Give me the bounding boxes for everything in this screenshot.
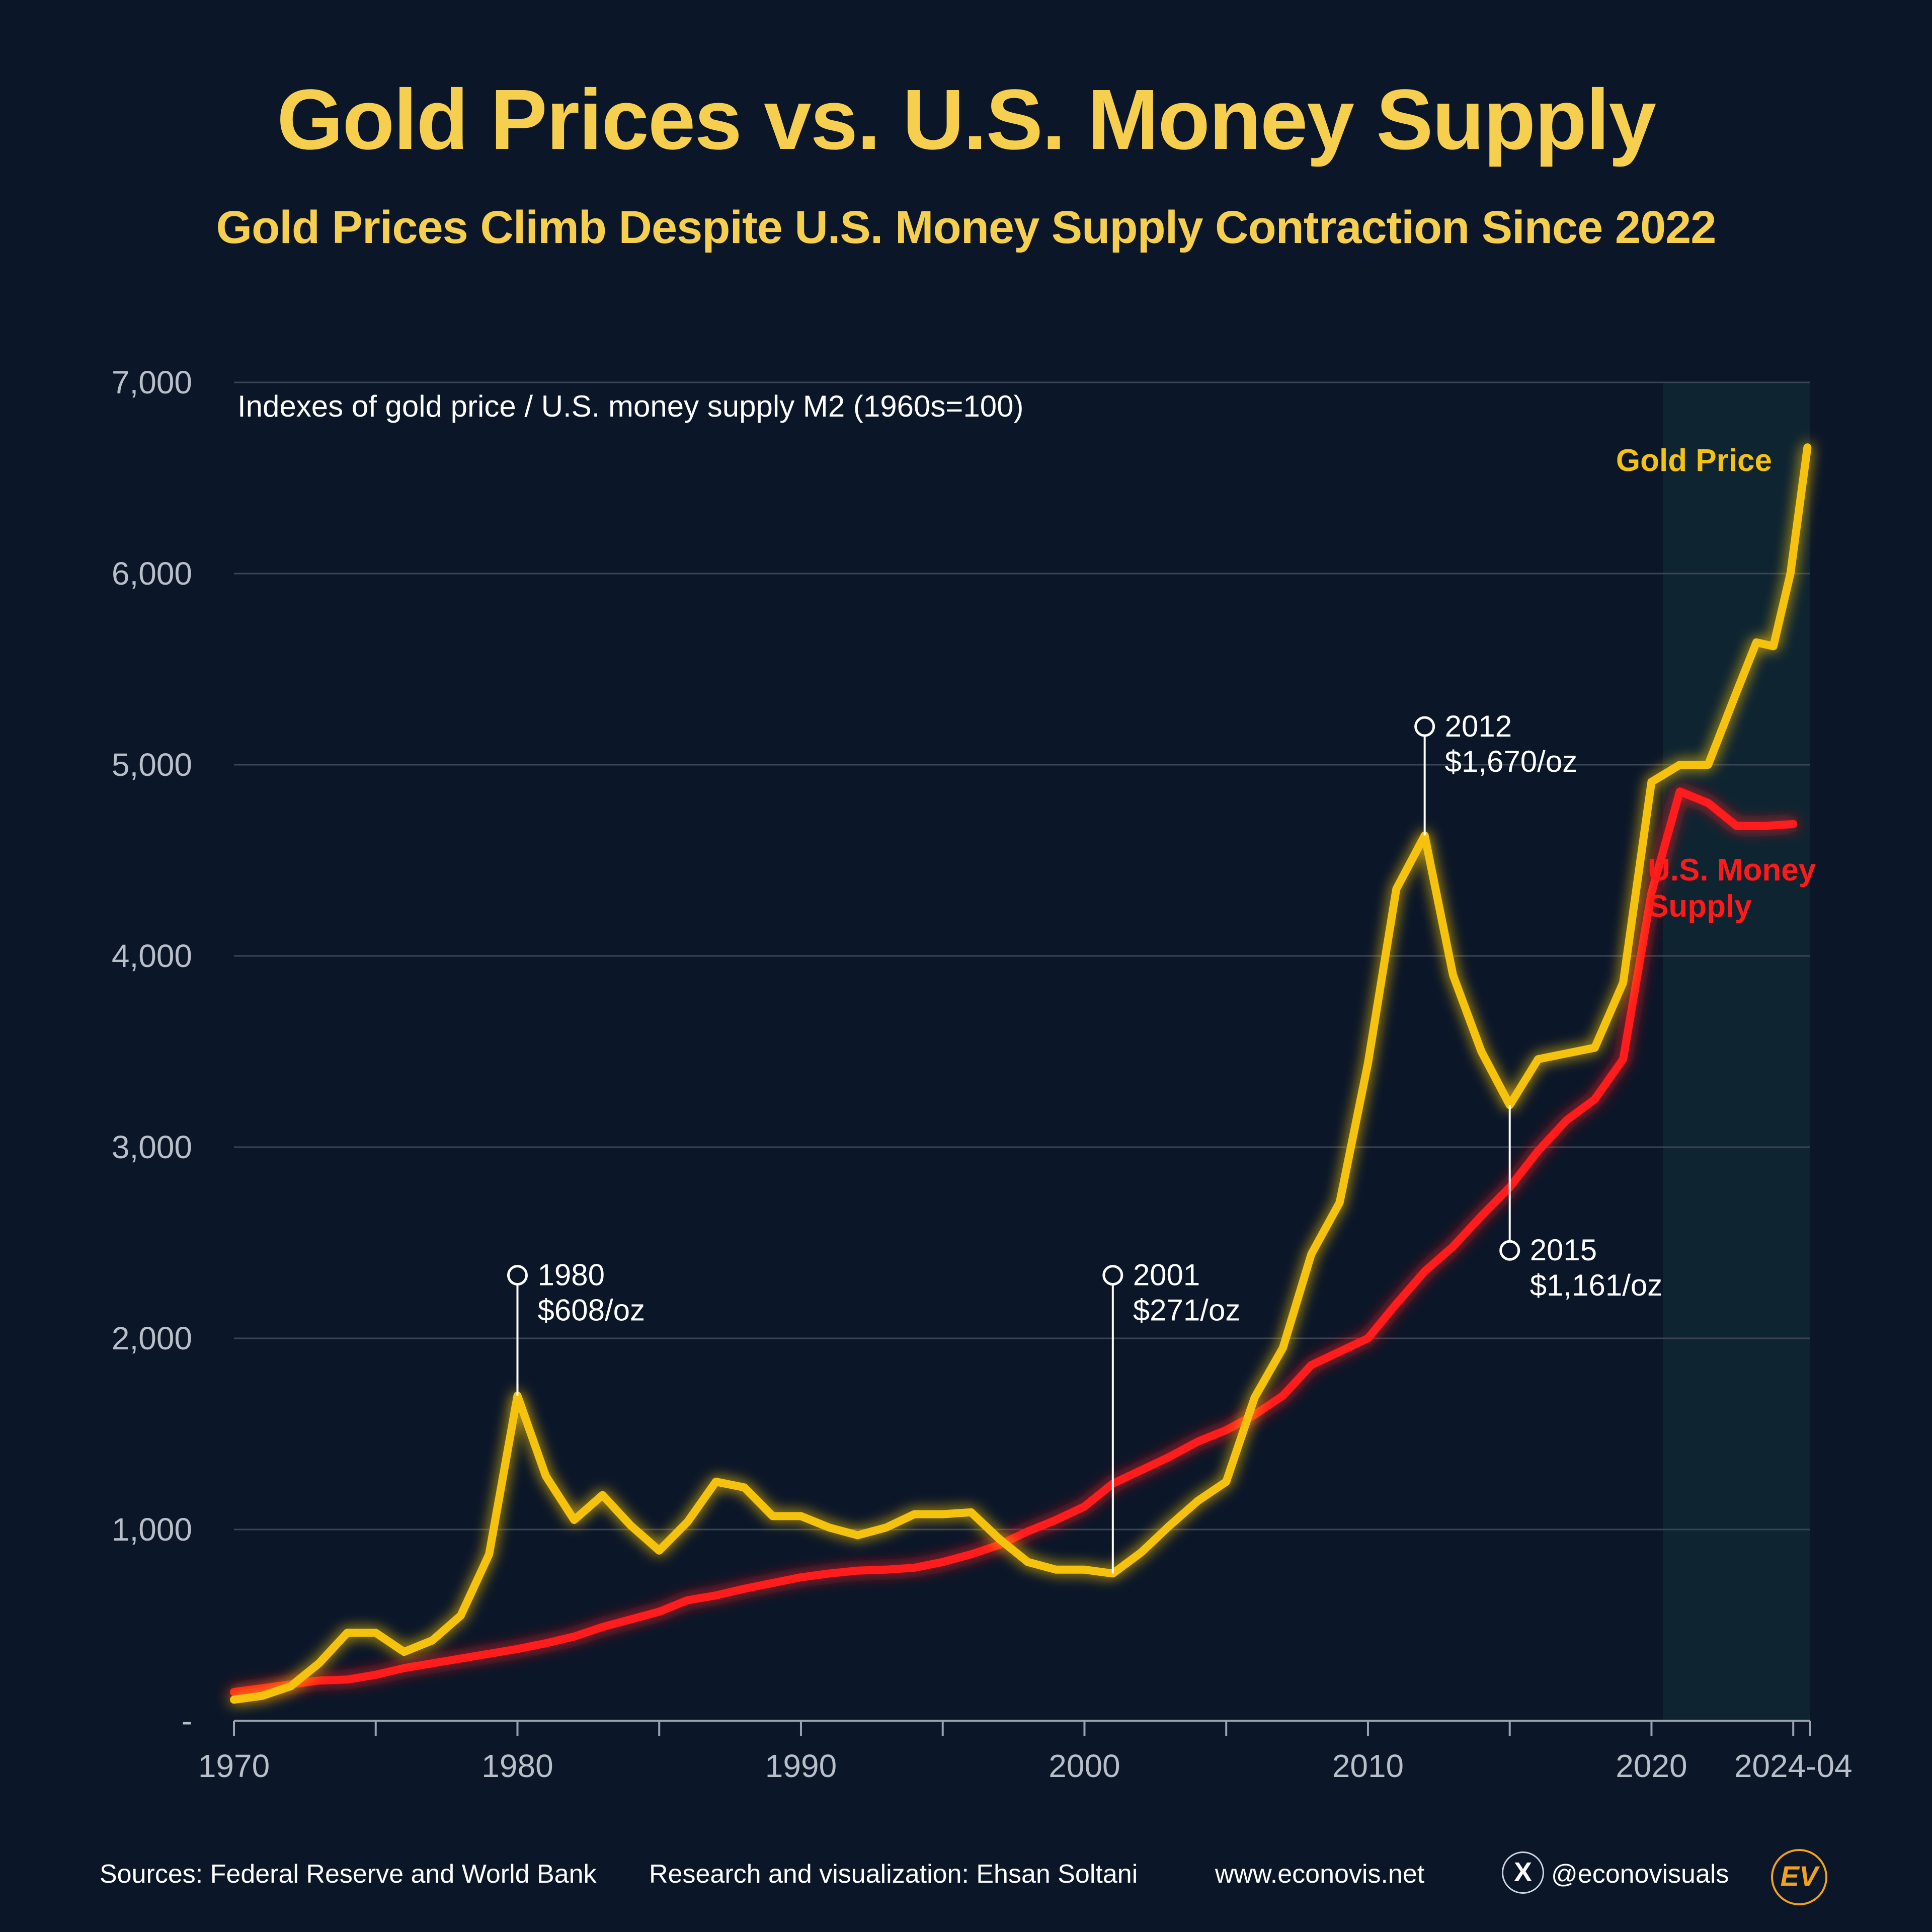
y-tick-label: 2,000 [112, 1320, 192, 1356]
annotation-year: 2001 [1133, 1258, 1200, 1292]
x-tick-label: 2000 [1049, 1748, 1120, 1784]
y-tick-label: - [182, 1703, 192, 1739]
annotation-year: 2012 [1445, 709, 1512, 743]
footer-credit: Research and visualization: Ehsan Soltan… [649, 1860, 1138, 1889]
annotation-price: $1,161/oz [1530, 1268, 1663, 1302]
ev-logo-icon: EV [1771, 1849, 1827, 1905]
chart-title: Gold Prices vs. U.S. Money Supply [277, 72, 1656, 168]
annotation-year: 2015 [1530, 1233, 1597, 1267]
money-supply-label: Supply [1648, 889, 1752, 924]
y-tick-label: 7,000 [112, 364, 192, 400]
x-tick-label: 1970 [198, 1748, 270, 1784]
x-tick-label: 1990 [765, 1748, 837, 1784]
x-tick-label: 2024-04 [1734, 1748, 1853, 1784]
x-logo-icon[interactable]: X [1502, 1852, 1544, 1894]
annotation-marker [1499, 1240, 1520, 1261]
footer-website[interactable]: www.econovis.net [1215, 1860, 1425, 1889]
y-tick-label: 4,000 [112, 938, 192, 974]
annotation-price: $271/oz [1133, 1294, 1241, 1327]
x-tick-label: 2010 [1332, 1748, 1404, 1784]
x-tick-label: 1980 [481, 1748, 553, 1784]
annotation-year: 1980 [537, 1258, 604, 1292]
chart-subtitle: Gold Prices Climb Despite U.S. Money Sup… [216, 202, 1717, 253]
annotation-marker [1414, 716, 1435, 737]
y-tick-label: 5,000 [112, 747, 192, 783]
annotation-marker [1102, 1265, 1123, 1286]
annotation-price: $608/oz [537, 1294, 645, 1327]
y-tick-label: 6,000 [112, 555, 192, 592]
y-tick-label: 1,000 [112, 1511, 192, 1548]
annotation-price: $1,670/oz [1445, 745, 1578, 778]
money-supply-label: U.S. Money [1648, 853, 1816, 888]
gold-price-label: Gold Price [1616, 443, 1772, 478]
y-axis-label: Indexes of gold price / U.S. money suppl… [237, 389, 1024, 423]
x-tick-label: 2020 [1616, 1748, 1687, 1784]
series-line-u-s-money-supply [230, 787, 1798, 1696]
series-line-gold-price [230, 443, 1812, 1704]
footer-handle[interactable]: @econovisuals [1551, 1860, 1729, 1889]
y-tick-label: 3,000 [112, 1129, 192, 1165]
footer-sources: Sources: Federal Reserve and World Bank [100, 1860, 597, 1889]
annotation-marker [507, 1265, 528, 1286]
